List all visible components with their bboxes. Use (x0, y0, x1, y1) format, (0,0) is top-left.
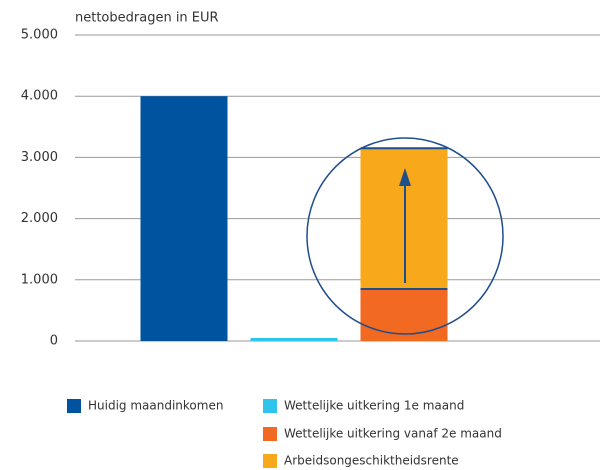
y-tick-label: 1.000 (21, 272, 58, 287)
y-axis-label: nettobedragen in EUR (75, 11, 219, 26)
y-tick-label: 2.000 (21, 211, 58, 226)
legend-swatch (263, 399, 277, 413)
bar-segment (140, 96, 228, 341)
legend-label: Huidig maandinkomen (88, 399, 223, 413)
legend-label: Wettelijke uitkering 1e maand (284, 399, 464, 413)
legend-swatch (263, 427, 277, 441)
legend-label: Arbeidsongeschiktheidsrente (284, 454, 459, 468)
highlight-circle (306, 137, 504, 335)
bar-segment (360, 288, 448, 341)
legend-swatch (67, 399, 81, 413)
grid: 0 1.000 2.000 3.000 4.000 5.000 (21, 28, 600, 349)
y-tick-label: 4.000 (21, 89, 58, 104)
annotation (306, 137, 504, 335)
bar-segment (250, 337, 338, 341)
y-tick-label: 0 (50, 334, 58, 349)
legend-label: Wettelijke uitkering vanaf 2e maand (284, 427, 502, 441)
legend-swatch (263, 454, 277, 468)
y-tick-label: 3.000 (21, 150, 58, 165)
y-tick-label: 5.000 (21, 28, 58, 43)
legend: Huidig maandinkomen Wettelijke uitkering … (67, 399, 502, 468)
arrow-head (399, 168, 411, 186)
